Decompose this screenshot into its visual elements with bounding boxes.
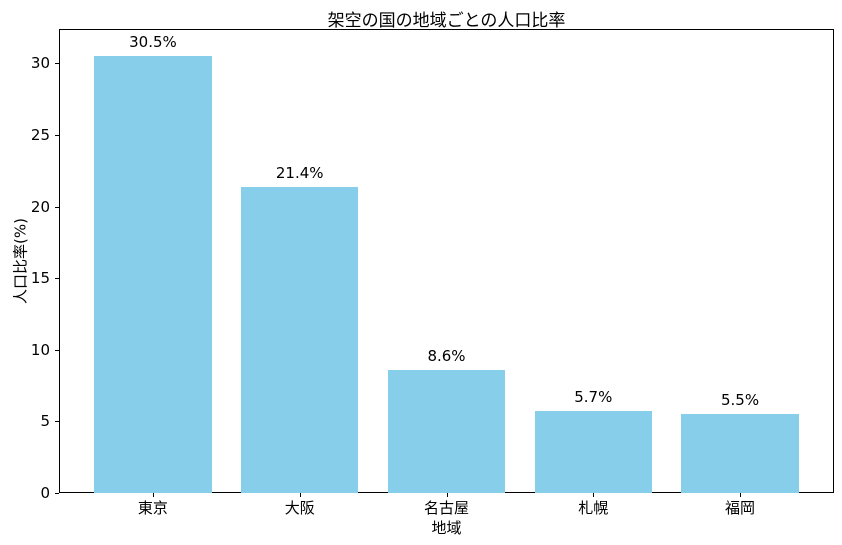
y-tick-mark — [55, 134, 59, 136]
x-tick-mark — [152, 493, 154, 497]
bar-value-label: 21.4% — [275, 163, 324, 182]
y-tick-label: 10 — [30, 340, 50, 359]
y-tick-mark — [55, 278, 59, 280]
y-tick-mark — [55, 349, 59, 351]
y-axis-label: 人口比率(%) — [11, 218, 30, 304]
y-tick-mark — [55, 421, 59, 423]
bar-福岡 — [681, 414, 799, 493]
y-tick-label: 25 — [30, 125, 50, 144]
bar-value-label: 30.5% — [129, 33, 177, 52]
x-tick-mark — [740, 493, 742, 497]
bar-名古屋 — [387, 369, 506, 493]
x-tick-label: 大阪 — [284, 499, 315, 517]
y-tick-mark — [55, 63, 59, 65]
x-tick-label: 東京 — [137, 499, 168, 517]
y-tick-label: 5 — [40, 412, 50, 431]
x-axis-label: 地域 — [431, 519, 462, 537]
x-tick-label: 札幌 — [578, 499, 609, 517]
bar-札幌 — [534, 411, 652, 493]
bar-value-label: 5.5% — [720, 391, 760, 410]
x-tick-mark — [446, 493, 448, 497]
y-tick-mark — [55, 206, 59, 208]
bar-大阪 — [241, 186, 359, 493]
x-tick-label: 名古屋 — [423, 499, 470, 517]
chart-title: 架空の国の地域ごとの人口比率 — [327, 11, 566, 31]
x-tick-mark — [299, 493, 301, 497]
y-tick-label: 20 — [30, 197, 50, 216]
y-tick-label: 30 — [30, 54, 50, 73]
bar-value-label: 5.7% — [574, 388, 613, 407]
y-tick-label: 15 — [30, 269, 50, 288]
x-tick-label: 福岡 — [725, 499, 756, 517]
bar-東京 — [94, 56, 212, 493]
bar-value-label: 8.6% — [427, 346, 466, 365]
y-tick-label: 0 — [40, 484, 50, 502]
x-tick-mark — [593, 493, 595, 497]
y-tick-mark — [55, 493, 59, 494]
